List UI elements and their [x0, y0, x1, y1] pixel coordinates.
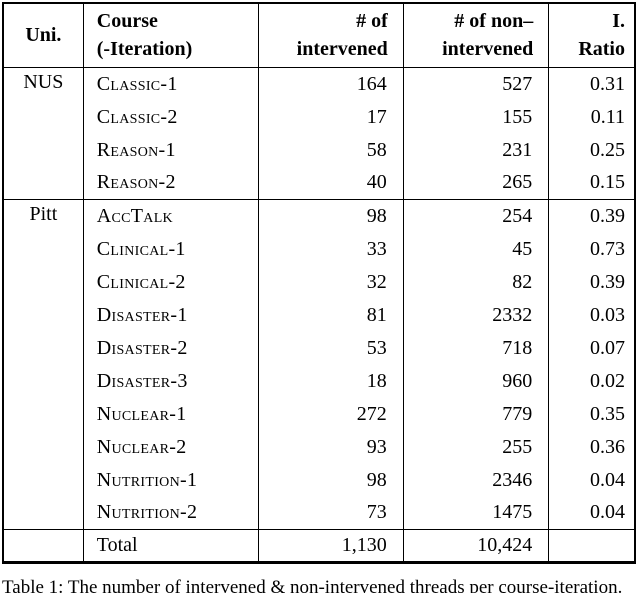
cell-ratio: 0.73	[590, 237, 625, 260]
table-row: Reason-2 40 265 0.15	[3, 166, 635, 200]
total-non-intervened: 10,424	[403, 529, 550, 563]
table-row: Clinical-2 32 82 0.39	[3, 265, 635, 299]
total-ratio	[548, 529, 635, 563]
table-row: Pitt AccTalk 98 254 0.39	[3, 199, 635, 530]
table-row: Disaster-2 53 718 0.07	[3, 331, 635, 365]
cell-intervened: 73	[258, 496, 404, 530]
cell-course: Classic-2	[83, 100, 260, 134]
header-row: Uni. Course (-Iteration) # of intervened…	[3, 3, 635, 68]
cell-course: Clinical-1	[83, 232, 260, 266]
total-uni-cell	[3, 529, 84, 563]
total-label: Total	[83, 529, 260, 563]
cell-intervened: 98	[258, 463, 404, 497]
cell-intervened: 272	[258, 397, 404, 431]
cell-non-intervened: 527	[403, 67, 550, 101]
col-header-course-line2: (-Iteration)	[96, 38, 193, 60]
table-row: Classic-2 17 155 0.11	[3, 100, 635, 134]
cell-non-intervened: 960	[403, 364, 550, 398]
col-header-intervened-line2: intervened	[296, 38, 388, 60]
table-row: Clinical-1 33 45 0.73	[3, 232, 635, 266]
cell-ratio: 0.04	[590, 468, 625, 491]
col-header-uni: Uni.	[3, 3, 84, 68]
cell-course: Nutrition-2	[83, 496, 260, 530]
dataset-statistics-table: Uni. Course (-Iteration) # of intervened…	[2, 2, 636, 564]
cell-course: Disaster-1	[83, 298, 260, 332]
total-intervened: 1,130	[258, 529, 404, 563]
uni-cell-pitt: Pitt	[3, 199, 84, 530]
table-row: Reason-1 58 231 0.25	[3, 133, 635, 167]
cell-intervened: 17	[258, 100, 404, 134]
table-row: Nuclear-1 272 779 0.35	[3, 397, 635, 431]
cell-intervened: 32	[258, 265, 404, 299]
cell-ratio: 0.15	[590, 171, 625, 194]
cell-course: Reason-1	[83, 133, 260, 167]
cell-ratio: 0.39	[548, 199, 635, 233]
cell-course: Nuclear-2	[83, 430, 260, 464]
cell-ratio: 0.04	[590, 501, 625, 524]
cell-course: Classic-1	[83, 67, 260, 101]
cell-non-intervened: 45	[403, 232, 550, 266]
cell-non-intervened: 2332	[403, 298, 550, 332]
cell-intervened: 33	[258, 232, 404, 266]
cell-ratio: 0.03	[590, 303, 625, 326]
cell-ratio: 0.02	[590, 369, 625, 392]
cell-non-intervened: 1475	[403, 496, 550, 530]
table-row: Nutrition-2 73 1475 0.04	[3, 496, 635, 530]
col-header-intervened: # of intervened	[258, 3, 404, 68]
cell-intervened: 164	[258, 67, 404, 101]
col-header-intervened-line1: # of	[356, 10, 388, 32]
table-row: Disaster-3 18 960 0.02	[3, 364, 635, 398]
cell-intervened: 81	[258, 298, 404, 332]
cell-course: Clinical-2	[83, 265, 260, 299]
cell-ratio: 0.31	[548, 67, 635, 101]
cell-ratio: 0.36	[590, 435, 625, 458]
cell-intervened: 93	[258, 430, 404, 464]
cell-non-intervened: 2346	[403, 463, 550, 497]
col-header-course: Course (-Iteration)	[83, 3, 260, 68]
table-caption: Table 1: The number of intervened & non-…	[2, 577, 623, 593]
table-row: Nutrition-1 98 2346 0.04	[3, 463, 635, 497]
col-header-uni-label: Uni.	[25, 24, 62, 46]
col-header-non-intervened-line1: # of non–	[454, 10, 534, 32]
cell-course: Reason-2	[83, 166, 260, 200]
cell-course: Nutrition-1	[83, 463, 260, 497]
cell-course: Nuclear-1	[83, 397, 260, 431]
cell-course: Disaster-2	[83, 331, 260, 365]
cell-non-intervened: 82	[403, 265, 550, 299]
col-header-non-intervened: # of non– intervened	[403, 3, 550, 68]
cell-non-intervened: 779	[403, 397, 550, 431]
table-row: Nuclear-2 93 255 0.36	[3, 430, 635, 464]
cell-intervened: 98	[258, 199, 404, 233]
cell-non-intervened: 231	[403, 133, 550, 167]
cell-ratio: 0.07	[590, 336, 625, 359]
table-row: Disaster-1 81 2332 0.03	[3, 298, 635, 332]
col-header-ratio-line1: I.	[612, 10, 625, 32]
cell-intervened: 58	[258, 133, 404, 167]
cell-course: Disaster-3	[83, 364, 260, 398]
total-row: Total 1,130 10,424	[3, 529, 635, 563]
cell-non-intervened: 254	[403, 199, 550, 233]
col-header-non-intervened-line2: intervened	[442, 38, 534, 60]
col-header-ratio-line2: Ratio	[578, 38, 625, 60]
cell-ratio: 0.39	[590, 270, 625, 293]
cell-non-intervened: 155	[403, 100, 550, 134]
uni-cell-nus: NUS	[3, 67, 84, 200]
cell-non-intervened: 255	[403, 430, 550, 464]
cell-course: AccTalk	[83, 199, 260, 233]
cell-non-intervened: 718	[403, 331, 550, 365]
cell-ratio: 0.11	[590, 105, 625, 128]
cell-intervened: 40	[258, 166, 404, 200]
table-row: NUS Classic-1 164 527 0.31	[3, 67, 635, 200]
cell-ratio: 0.35	[590, 402, 625, 425]
col-header-ratio: I. Ratio	[549, 3, 635, 68]
col-header-course-line1: Course	[96, 10, 158, 32]
cell-intervened: 53	[258, 331, 404, 365]
cell-ratio: 0.25	[590, 138, 625, 161]
cell-intervened: 18	[258, 364, 404, 398]
cell-non-intervened: 265	[403, 166, 550, 200]
